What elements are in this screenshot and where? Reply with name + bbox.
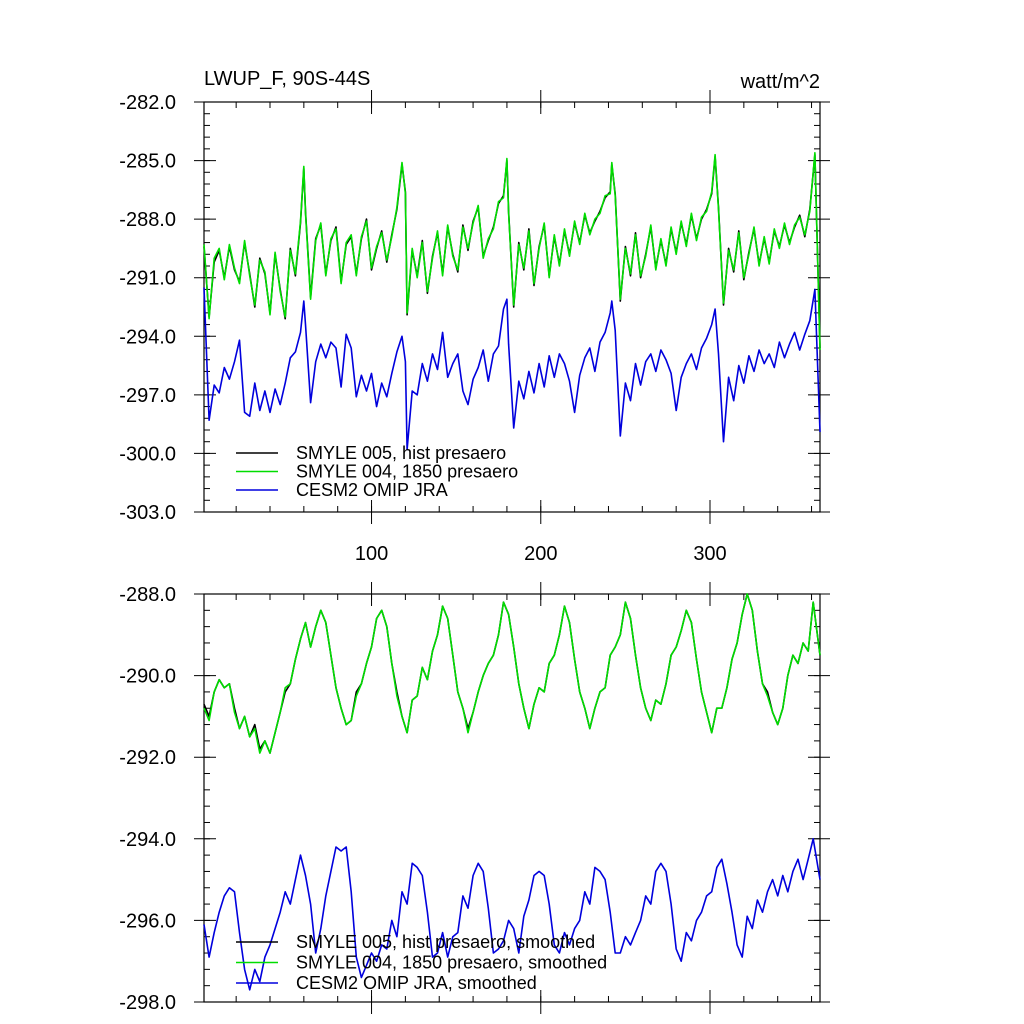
series-line-3 xyxy=(203,837,821,991)
plot-title: LWUP_F, 90S-44S xyxy=(204,68,370,90)
y-tick-label: -288.0 xyxy=(119,209,176,231)
legend-label: SMYLE 005, hist presaero xyxy=(296,443,506,463)
y-tick-label: -300.0 xyxy=(119,443,176,465)
bottom-panel: -288.0 -290.0 -292.0 -294.0 -296.0 -298.0 SMYL… xyxy=(119,582,830,1014)
plot-frame xyxy=(203,593,821,1003)
y-tick-label: -292.0 xyxy=(119,747,176,769)
legend-label: SMYLE 005, hist presaero, smoothed xyxy=(296,932,595,952)
series-line-1 xyxy=(203,593,821,754)
legend-label: SMYLE 004, 1850 presaero xyxy=(296,462,518,482)
series-line-3 xyxy=(203,287,821,451)
y-tick-label: -303.0 xyxy=(119,502,176,524)
legend-label: SMYLE 004, 1850 presaero, smoothed xyxy=(296,953,607,973)
y-tick-label: -297.0 xyxy=(119,385,176,407)
units-label: watt/m^2 xyxy=(740,71,820,93)
y-tick-label: -288.0 xyxy=(119,584,176,606)
series-line-2 xyxy=(203,152,821,351)
y-tick-label: -296.0 xyxy=(119,910,176,932)
series-line-1 xyxy=(203,153,821,349)
legend-label: CESM2 OMIP JRA xyxy=(296,480,448,500)
y-tick-label: -294.0 xyxy=(119,829,176,851)
y-tick-label: -282.0 xyxy=(119,92,176,114)
top-panel: -282.0 -285.0 -288.0 -291.0 -294.0 -297.0 -300… xyxy=(119,90,830,565)
y-tick-label: -294.0 xyxy=(119,326,176,348)
x-tick-label: 300 xyxy=(693,543,726,565)
y-tick-label: -290.0 xyxy=(119,666,176,688)
legend-label: CESM2 OMIP JRA, smoothed xyxy=(296,973,537,993)
x-tick-label: 100 xyxy=(355,543,388,565)
y-tick-label: -285.0 xyxy=(119,151,176,173)
y-tick-label: -298.0 xyxy=(119,992,176,1014)
x-tick-label: 200 xyxy=(524,543,557,565)
y-tick-label: -291.0 xyxy=(119,268,176,290)
series-line-2 xyxy=(203,593,821,754)
